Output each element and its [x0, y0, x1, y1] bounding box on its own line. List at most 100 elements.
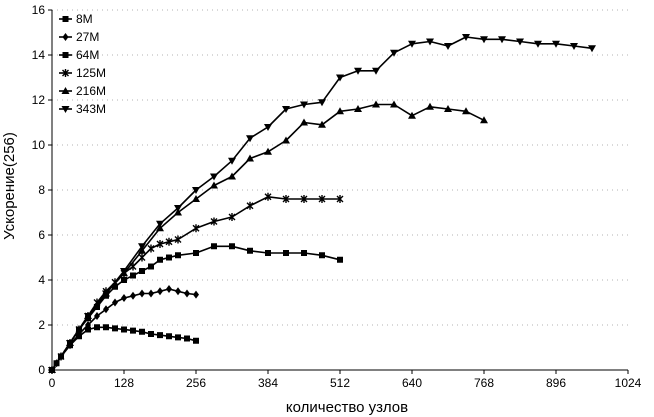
data-point: [121, 326, 127, 333]
data-point: [444, 105, 452, 112]
data-point: [336, 74, 344, 82]
data-point: [193, 337, 199, 344]
legend-label: 125M: [76, 66, 106, 80]
data-point: [193, 290, 199, 299]
legend: 8M 27M 64M 125M 216M 343M: [59, 12, 106, 116]
data-point: [166, 333, 172, 340]
x-tick-label: 128: [114, 376, 134, 390]
data-point: [139, 328, 145, 335]
data-point: [570, 43, 578, 50]
data-point: [184, 289, 190, 298]
data-point: [516, 38, 524, 46]
data-point: [246, 154, 254, 162]
data-point: [184, 335, 190, 342]
data-point: [426, 102, 434, 110]
y-tick-label: 6: [38, 228, 45, 242]
data-point: [264, 124, 272, 131]
data-point: [130, 291, 136, 300]
y-tick-label: 10: [32, 138, 46, 152]
data-point: [354, 105, 362, 112]
data-point: [193, 250, 199, 256]
data-point: [354, 67, 362, 75]
data-point: [94, 324, 100, 331]
data-point: [390, 49, 398, 57]
data-point: [192, 224, 200, 233]
data-point: [85, 326, 91, 333]
data-point: [408, 40, 416, 48]
data-point: [112, 283, 118, 290]
data-point: [166, 285, 172, 293]
data-point: [148, 289, 154, 298]
data-point: [210, 181, 218, 189]
legend-label: 64M: [76, 48, 99, 62]
series-line: [51, 326, 197, 371]
data-point: [534, 40, 542, 48]
legend-marker: [61, 106, 70, 113]
data-point: [318, 120, 326, 128]
data-point: [372, 67, 380, 75]
data-point: [148, 263, 154, 270]
data-point: [192, 187, 200, 194]
series-layer: [48, 34, 596, 374]
legend-marker: [61, 87, 70, 94]
data-point: [210, 217, 218, 226]
y-tick-label: 12: [32, 93, 46, 107]
legend-item: 27M: [59, 30, 99, 44]
data-point: [175, 287, 181, 296]
data-point: [121, 294, 127, 302]
data-point: [300, 195, 308, 203]
y-tick-label: 14: [32, 48, 46, 62]
data-point: [282, 106, 290, 113]
data-point: [156, 220, 164, 228]
legend-item: 216M: [59, 84, 106, 98]
x-tick-label: 512: [330, 376, 350, 390]
data-point: [247, 247, 253, 254]
data-point: [210, 173, 218, 181]
axes: [51, 10, 628, 371]
data-point: [139, 268, 145, 274]
data-point: [228, 157, 236, 165]
legend-label: 27M: [76, 30, 99, 44]
data-point: [462, 34, 470, 41]
data-point: [408, 111, 416, 119]
data-point: [157, 332, 163, 339]
data-point: [166, 254, 172, 261]
legend-marker: [62, 52, 69, 58]
data-point: [264, 192, 272, 201]
data-point: [372, 100, 380, 108]
legend-marker: [62, 16, 69, 22]
data-point: [390, 100, 398, 108]
data-point: [112, 325, 118, 332]
data-point: [66, 340, 74, 347]
series-4: [48, 192, 344, 374]
series-5: [48, 100, 488, 373]
legend-item: 8M: [59, 12, 93, 26]
x-tick-label: 256: [186, 376, 206, 390]
data-point: [300, 101, 308, 109]
data-point: [265, 250, 271, 256]
legend-label: 8M: [76, 12, 93, 26]
data-point: [588, 45, 596, 53]
data-point: [103, 305, 109, 314]
data-point: [148, 331, 154, 337]
data-point: [264, 147, 272, 155]
x-tick-labels: 0 128 256 384 512 640 768 896 1024: [49, 370, 642, 390]
data-point: [130, 272, 136, 279]
data-point: [318, 99, 326, 107]
y-tick-label: 8: [38, 183, 45, 197]
data-point: [147, 244, 155, 253]
grid-lines: [52, 9, 628, 326]
data-point: [84, 313, 92, 320]
data-point: [318, 195, 326, 203]
data-point: [301, 250, 307, 256]
data-point: [211, 243, 217, 250]
legend-item: 64M: [59, 48, 99, 62]
legend-label: 343M: [76, 102, 106, 116]
data-point: [246, 201, 254, 210]
y-tick-label: 2: [38, 318, 45, 332]
y-tick-label: 0: [38, 363, 45, 377]
data-point: [174, 205, 182, 212]
data-point: [175, 252, 181, 259]
x-axis-title: количество узлов: [286, 399, 408, 416]
data-point: [462, 107, 470, 115]
